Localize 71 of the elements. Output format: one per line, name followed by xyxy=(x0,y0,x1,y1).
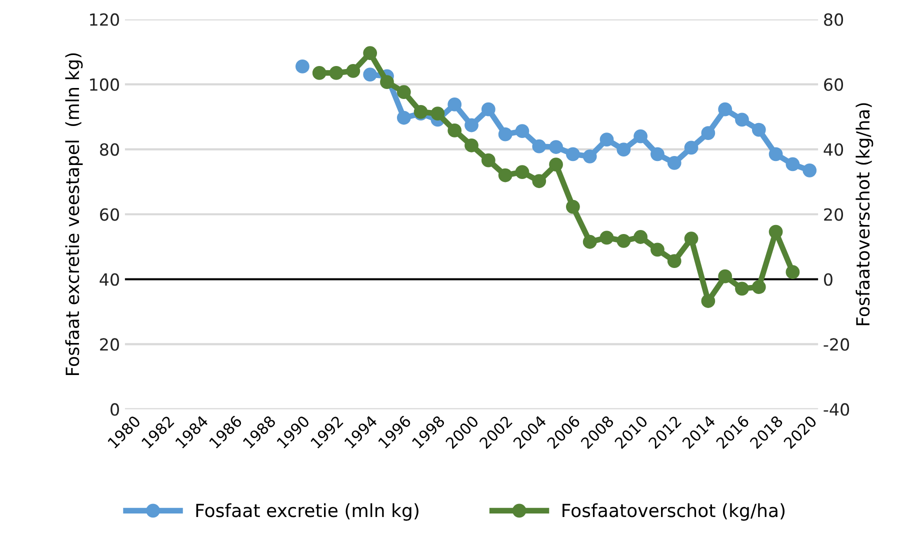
point xyxy=(430,106,445,120)
point xyxy=(296,59,310,74)
point xyxy=(752,280,766,294)
point xyxy=(549,158,563,172)
point xyxy=(616,234,631,248)
point xyxy=(448,98,462,112)
point xyxy=(582,149,597,164)
point xyxy=(768,147,783,162)
point xyxy=(566,147,580,162)
point xyxy=(481,153,496,168)
point xyxy=(600,230,614,245)
y-tick-label: 40 xyxy=(100,273,119,286)
point xyxy=(718,102,732,116)
point xyxy=(396,110,411,125)
point xyxy=(735,112,749,127)
point xyxy=(701,126,716,140)
y-tick-label: 20 xyxy=(100,338,119,351)
point xyxy=(768,224,783,239)
y2-tick-label: -40 xyxy=(824,403,850,416)
y2-tick-label: 40 xyxy=(824,143,844,156)
point xyxy=(363,46,378,60)
point xyxy=(498,127,512,142)
point xyxy=(481,102,496,116)
point xyxy=(684,232,698,246)
point xyxy=(532,139,546,154)
legend-label: Fosfaat excretie (mln kg) xyxy=(196,503,418,521)
point xyxy=(650,242,664,257)
point xyxy=(684,140,698,155)
y-tick-label: 120 xyxy=(90,13,119,26)
y2-tick-label: 0 xyxy=(824,273,832,286)
point xyxy=(718,269,732,284)
point xyxy=(650,147,664,162)
point xyxy=(329,66,344,80)
y2-tick-label: -20 xyxy=(824,338,850,351)
y-tick-label: 100 xyxy=(90,78,119,91)
point xyxy=(735,282,749,296)
point xyxy=(515,165,530,179)
y2-tick-label: 60 xyxy=(824,78,844,91)
point xyxy=(667,254,682,268)
y-tick-label: 60 xyxy=(100,208,119,221)
y-tick-label: 0 xyxy=(110,403,119,416)
point xyxy=(802,163,817,178)
point xyxy=(346,64,360,78)
y-tick-label: 80 xyxy=(100,143,119,156)
point xyxy=(312,66,326,80)
point xyxy=(752,122,766,137)
point xyxy=(786,157,800,172)
point xyxy=(667,156,682,170)
y2-axis-title: Fosfaatoverschot (kg/ha) xyxy=(856,103,874,326)
point xyxy=(396,85,411,100)
point xyxy=(786,265,800,280)
point xyxy=(616,142,631,157)
point xyxy=(464,138,478,152)
point xyxy=(600,132,614,146)
point xyxy=(634,230,648,244)
point xyxy=(701,294,716,308)
y2-tick-label: 20 xyxy=(824,208,844,221)
point xyxy=(549,140,563,154)
legend-label: Fosfaatoverschot (kg/ha) xyxy=(562,503,785,521)
point xyxy=(464,118,478,132)
y2-tick-label: 80 xyxy=(824,13,844,26)
point xyxy=(582,234,597,249)
point xyxy=(566,200,580,214)
point xyxy=(363,68,378,82)
point xyxy=(380,75,394,89)
point xyxy=(515,124,530,138)
y-axis-title: Fosfaat excretie veestapel (mln kg) xyxy=(65,53,83,375)
point xyxy=(634,129,648,144)
point xyxy=(448,124,462,138)
point xyxy=(498,168,512,182)
point xyxy=(532,174,546,188)
